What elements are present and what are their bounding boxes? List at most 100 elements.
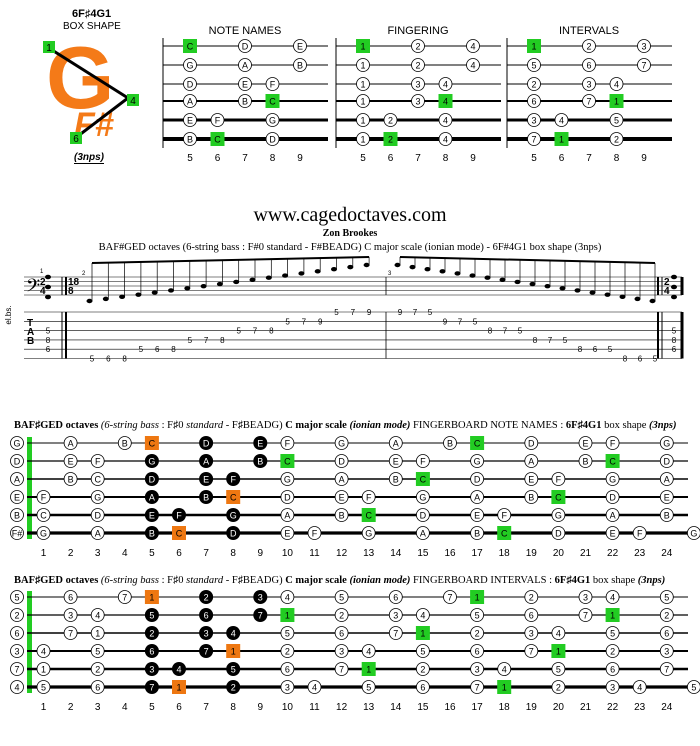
open-string-dot <box>10 680 24 694</box>
fret-dot <box>334 508 349 522</box>
mini-fingering-dot-label: 4 <box>443 116 448 126</box>
notes-title-a: BAF♯GED octaves <box>14 420 99 431</box>
mini-names-dot <box>183 94 197 108</box>
fret-dot <box>687 680 700 694</box>
fret-label: 6 <box>610 665 615 675</box>
fret-label: D <box>609 493 616 503</box>
time-sig-end-top: 2 <box>664 277 670 288</box>
mini-names-fret-number: 6 <box>215 153 221 164</box>
fret-label: G <box>284 475 291 485</box>
fret-label: C <box>501 529 508 539</box>
mini-names-dot-label: G <box>186 61 193 71</box>
tab-letter: A <box>27 327 34 338</box>
fret-dot <box>63 626 78 640</box>
fret-label: D <box>149 475 156 485</box>
fret-number: 21 <box>580 548 592 559</box>
fret-number: 5 <box>149 548 155 559</box>
mini-intervals-dot-label: 7 <box>531 135 536 145</box>
mini-fingering-fret-number: 7 <box>415 153 421 164</box>
fret-dot <box>415 644 430 658</box>
fret-label: E <box>474 511 480 521</box>
run-note <box>484 275 491 280</box>
fret-label: 3 <box>68 611 73 621</box>
run-note <box>559 286 566 291</box>
chord-note <box>45 294 51 300</box>
fret-number: 16 <box>444 702 456 713</box>
mini-names-dot <box>238 77 252 91</box>
fret-label: C <box>284 457 291 467</box>
mini-intervals-dot-label: 3 <box>641 42 646 52</box>
fret-shape-dot <box>199 644 214 658</box>
open-string-label: A <box>14 475 20 485</box>
notes-title-b: (6-string bass <box>100 420 159 431</box>
fret-label: A <box>664 475 670 485</box>
fret-number: 17 <box>472 702 484 713</box>
open-string-label: 2 <box>14 611 19 621</box>
fret-number: 17 <box>472 548 484 559</box>
fret-dot <box>443 590 457 604</box>
fret-number: 2 <box>68 702 74 713</box>
fret-label: C <box>176 529 183 539</box>
fret-label: 2 <box>204 593 209 603</box>
mini-names-dot-label: D <box>269 135 276 145</box>
fret-number: 21 <box>580 702 592 713</box>
run-fret-number: 7 <box>253 327 258 336</box>
fret-label: 3 <box>285 683 290 693</box>
fret-label: C <box>555 493 562 503</box>
fret-dot <box>687 526 700 540</box>
mini-names-dot-label: B <box>297 61 303 71</box>
mini-intervals-dot <box>554 113 569 127</box>
fret-dot <box>90 454 105 468</box>
mini-fingering-root-marker <box>438 94 453 108</box>
open-string-label: 5 <box>14 593 19 603</box>
mini-names-dot <box>238 94 252 108</box>
fret-number: 23 <box>634 702 646 713</box>
run-fret-number: 7 <box>503 327 508 336</box>
fret-label: 3 <box>583 593 588 603</box>
run-fret-number: 6 <box>155 345 160 354</box>
fret-label: A <box>610 511 616 521</box>
fret-label: G <box>555 511 562 521</box>
fret-label: E <box>610 529 616 539</box>
mini-names-dot-label: C <box>214 135 221 145</box>
fret-label: 7 <box>68 629 73 639</box>
fret-shape-dot <box>226 508 241 522</box>
fret-label: E <box>203 475 209 485</box>
fret-label: E <box>528 475 534 485</box>
fret-label: 2 <box>610 647 615 657</box>
mini-fingering-dot-label: 2 <box>388 116 393 126</box>
fret-number: 5 <box>149 702 155 713</box>
fret-label: 6 <box>393 593 398 603</box>
fret-dot <box>605 472 620 486</box>
mini-names-root-marker <box>183 39 197 53</box>
fret-label: A <box>149 493 155 503</box>
mini-intervals-root-marker <box>609 94 624 108</box>
fret-number: 20 <box>553 548 565 559</box>
fret-root-marker <box>497 526 512 540</box>
fret-dot <box>90 662 105 676</box>
chord-fret-number: 5 <box>46 327 51 336</box>
fret-label: 3 <box>258 593 263 603</box>
fret-label: 7 <box>204 647 209 657</box>
mini-fingering-dot-label: 4 <box>470 42 475 52</box>
site-url[interactable]: www.cagedoctaves.com <box>253 204 447 226</box>
fret-label: 7 <box>447 593 452 603</box>
fret-label: 6 <box>339 629 344 639</box>
run-fret-number: 5 <box>563 336 568 345</box>
fret-label: D <box>203 439 210 449</box>
fret-label: E <box>284 529 290 539</box>
fret-dot <box>470 472 485 486</box>
mini-intervals-dot <box>637 58 651 72</box>
fret-label: F <box>637 529 643 539</box>
mini-names-dot <box>293 39 307 53</box>
fret-dot <box>117 590 132 604</box>
fret-number: 12 <box>336 702 348 713</box>
chord-fret-number: 8 <box>46 336 51 345</box>
mini-fingering-dot-label: 4 <box>470 61 475 71</box>
mini-intervals-dot-label: 4 <box>614 80 619 90</box>
fret-label: C <box>40 511 47 521</box>
open-string-dot <box>10 472 24 486</box>
fret-number: 24 <box>661 702 673 713</box>
chord-fret-number: 8 <box>672 336 677 345</box>
